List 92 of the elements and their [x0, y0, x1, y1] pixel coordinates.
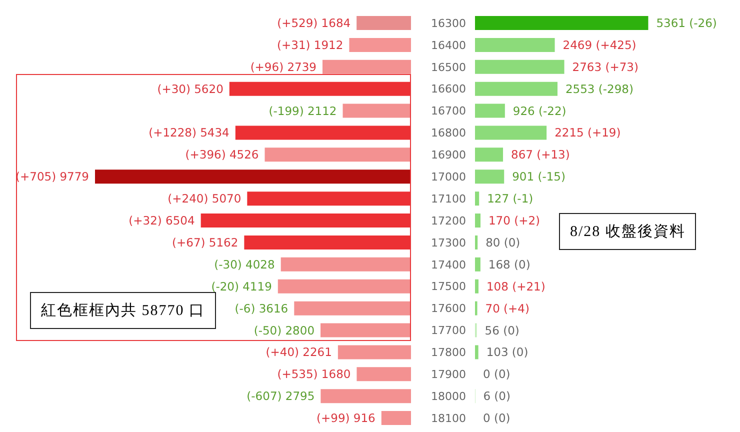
bar	[244, 235, 411, 250]
y-tick-label: 17600	[431, 302, 466, 316]
bar	[381, 411, 411, 426]
data-label: (+705) 9779	[16, 170, 89, 184]
bar	[294, 301, 411, 316]
y-tick-label: 17900	[431, 368, 466, 382]
y-tick-label: 18000	[431, 390, 466, 403]
bar	[322, 60, 411, 74]
data-label: 103 (0)	[486, 345, 528, 360]
y-tick-label: 17000	[431, 170, 466, 184]
y-tick-label: 17400	[431, 258, 466, 272]
data-label: (-6) 3616	[234, 301, 288, 316]
data-label: (+396) 4526	[185, 148, 259, 162]
data-label: 2215 (+19)	[554, 126, 621, 140]
bar	[320, 323, 411, 338]
bar	[200, 214, 411, 228]
data-label: (-30) 4028	[214, 257, 275, 272]
y-tick-label: 16300	[431, 16, 466, 30]
y-tick-label: 16400	[431, 38, 466, 52]
data-label: 170 (+2)	[488, 214, 540, 228]
data-label: 168 (0)	[488, 257, 530, 272]
data-label: (+32) 6504	[128, 214, 195, 228]
data-label: (-199) 2112	[268, 104, 337, 118]
data-label: (+96) 2739	[250, 60, 316, 74]
data-label: 80 (0)	[486, 235, 520, 250]
data-label: (+1228) 5434	[148, 126, 230, 140]
data-label: (-607) 2795	[246, 389, 315, 404]
bar	[349, 38, 411, 52]
bar	[475, 279, 478, 294]
data-label: 5361 (-26)	[656, 16, 717, 30]
data-label: 127 (-1)	[487, 192, 534, 206]
data-label: 56 (0)	[484, 323, 520, 338]
data-label: 867 (+13)	[511, 148, 570, 162]
data-label: 2553 (-298)	[566, 82, 634, 96]
data-label: 926 (-22)	[512, 104, 566, 118]
bar	[264, 148, 411, 162]
data-label: 2763 (+73)	[572, 60, 638, 74]
annotation: 8/28 收盤後資料	[559, 213, 696, 250]
annotation: 紅色框框內共 58770 口	[30, 292, 216, 329]
y-tick-label: 16800	[431, 126, 466, 140]
y-tick-label: 17100	[431, 192, 466, 206]
bar	[247, 192, 411, 206]
data-label: (+30) 5620	[157, 82, 224, 96]
data-label: (+40) 2261	[266, 345, 332, 360]
bar	[320, 389, 411, 404]
y-tick-label: 18100	[431, 412, 466, 425]
bar	[475, 148, 504, 162]
bar	[356, 367, 411, 382]
y-tick-label: 16500	[431, 60, 466, 74]
data-label: 0 (0)	[483, 411, 510, 426]
data-label: 70 (+4)	[485, 301, 530, 316]
data-label: 2469 (+425)	[562, 38, 636, 52]
data-label: 108 (+21)	[486, 279, 546, 294]
data-label: (+240) 5070	[168, 192, 242, 206]
bar	[280, 257, 411, 272]
data-label: 901 (-15)	[512, 170, 566, 184]
bar	[342, 104, 411, 118]
bar	[95, 170, 411, 184]
data-label: (-20) 4119	[211, 279, 272, 294]
y-tick-label: 17800	[431, 346, 466, 360]
bar	[475, 214, 480, 228]
data-label: (+529) 1684	[277, 16, 351, 30]
data-label: (-50) 2800	[254, 323, 315, 338]
data-label: 6 (0)	[483, 389, 510, 404]
y-tick-label: 16700	[431, 104, 466, 118]
bar	[475, 170, 504, 184]
bar	[338, 345, 411, 360]
y-tick-label: 16600	[431, 82, 466, 96]
bar	[475, 257, 480, 272]
bar	[475, 82, 558, 96]
bar	[475, 192, 480, 206]
bar	[475, 16, 648, 30]
y-tick-label: 17500	[431, 280, 466, 294]
y-tick-label: 16900	[431, 148, 466, 162]
bar	[356, 16, 411, 30]
data-label: (+535) 1680	[277, 367, 351, 382]
data-label: (+67) 5162	[172, 235, 238, 250]
bar	[475, 104, 505, 118]
bar	[278, 279, 411, 294]
y-tick-label: 17300	[431, 236, 466, 250]
data-label: (+31) 1912	[277, 38, 344, 52]
bar	[475, 345, 478, 360]
data-label: (+99) 916	[316, 411, 376, 426]
y-tick-label: 17700	[431, 324, 466, 338]
bar	[475, 60, 564, 74]
data-label: 0 (0)	[483, 367, 510, 382]
bar	[475, 38, 555, 52]
bar	[229, 82, 411, 96]
bar	[235, 126, 411, 140]
bar	[475, 235, 478, 250]
y-tick-label: 17200	[431, 214, 466, 228]
bar	[475, 126, 547, 140]
